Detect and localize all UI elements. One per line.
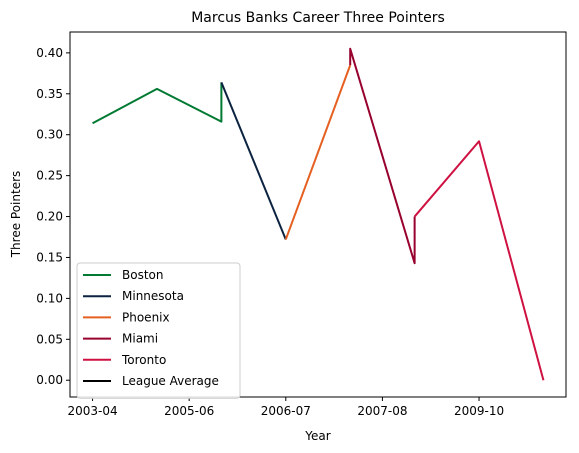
y-axis: 0.00 0.05 0.10 0.15 0.20 0.25 0.30 0.35 0.40 — [36, 46, 70, 387]
legend-entry-label: Phoenix — [122, 310, 170, 324]
legend-entry-label: Minnesota — [122, 289, 184, 303]
x-axis: 2003-04 2005-06 2006-07 2007-08 2009-10 — [67, 397, 504, 418]
x-tick-label: 2009-10 — [454, 404, 504, 418]
legend-entry-label: Toronto — [121, 353, 166, 367]
legend-entry-label: Boston — [122, 268, 163, 282]
legend-entry-label: League Average — [122, 374, 219, 388]
y-tick-label: 0.05 — [36, 332, 63, 346]
y-tick-label: 0.40 — [36, 46, 63, 60]
legend: Boston Minnesota Phoenix Miami Toronto League… — [76, 262, 241, 399]
y-tick-label: 0.15 — [36, 250, 63, 264]
plot-lines — [92, 47, 545, 381]
plot-frame — [69, 31, 567, 398]
x-tick-label: 2003-04 — [67, 404, 117, 418]
series-line-miami — [349, 47, 416, 265]
chart-title: Marcus Banks Career Three Pointers — [191, 10, 445, 26]
series-line-boston — [92, 82, 223, 125]
x-tick-label: 2007-08 — [357, 404, 407, 418]
y-tick-label: 0.10 — [36, 291, 63, 305]
y-tick-label: 0.00 — [36, 373, 63, 387]
legend-entry-label: Miami — [122, 332, 158, 346]
series-line-phoenix — [284, 64, 352, 240]
y-axis-label: Three Pointers — [9, 171, 23, 259]
y-tick-label: 0.35 — [36, 87, 63, 101]
series-line-minnesota — [220, 81, 287, 240]
y-tick-label: 0.20 — [36, 210, 63, 224]
x-tick-label: 2005-06 — [164, 404, 214, 418]
y-tick-label: 0.30 — [36, 128, 63, 142]
legend-box — [76, 262, 241, 399]
x-tick-label: 2006-07 — [261, 404, 311, 418]
series-line-toronto — [413, 140, 545, 381]
x-axis-label: Year — [304, 429, 330, 443]
y-tick-label: 0.25 — [36, 169, 63, 183]
